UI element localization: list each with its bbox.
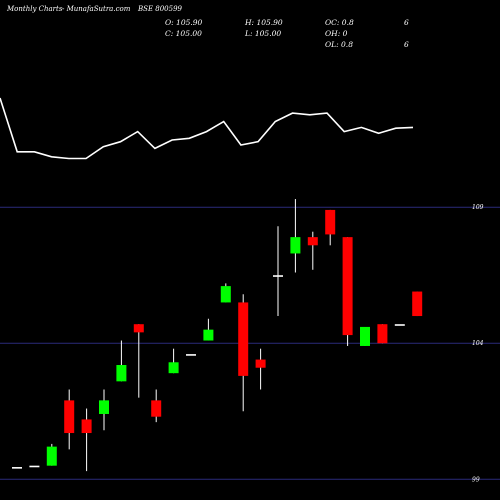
candle-body (360, 326, 370, 346)
candle-body (29, 465, 40, 468)
candle-body (151, 400, 162, 417)
ol-extra: 6 (404, 40, 409, 49)
symbol-label: BSE 800599 (138, 5, 182, 13)
oc-value: OC: 0.8 (325, 18, 354, 27)
y-tick-label: 104 (472, 340, 484, 347)
candle-body (46, 446, 57, 466)
site-label: - MunafaSutra.com (62, 5, 131, 13)
candle-body (342, 237, 353, 336)
candle-body (290, 237, 301, 254)
open-value: O: 105.90 (165, 18, 203, 27)
oc-extra: 6 (404, 18, 409, 27)
candle-body (220, 286, 231, 303)
candle-body (64, 400, 75, 434)
chart-type-label: Monthly Charts (7, 5, 63, 13)
candle-body (12, 467, 22, 469)
indicator-line (0, 97, 414, 160)
candle-body (99, 400, 109, 414)
candle-body (203, 329, 214, 341)
candle-body (377, 324, 388, 344)
y-tick-label: 99 (472, 476, 480, 483)
ol-value: OL: 0.8 (325, 40, 353, 49)
y-tick-label: 109 (472, 204, 484, 211)
candle-body (255, 359, 266, 368)
high-value: H: 105.90 (245, 18, 283, 27)
candle-body (186, 354, 196, 356)
candle-body (325, 209, 336, 235)
candle-body (168, 362, 179, 374)
candle-body (238, 302, 249, 376)
oh-value: OH: 0 (325, 29, 348, 38)
candle-body (394, 324, 405, 326)
candle-body (307, 237, 318, 246)
candle-body (412, 291, 423, 317)
candle-body (273, 275, 283, 277)
candle-body (116, 365, 127, 382)
low-value: L: 105.00 (245, 29, 282, 38)
candle-body (133, 324, 144, 333)
close-value: C: 105.00 (165, 29, 202, 38)
candle-body (81, 419, 92, 434)
